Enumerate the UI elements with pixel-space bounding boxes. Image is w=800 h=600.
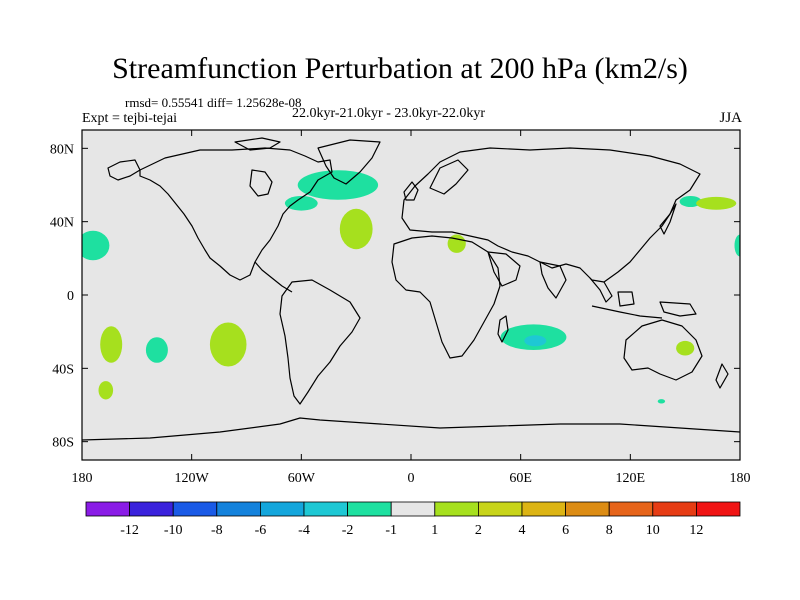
anomaly-region-6 (679, 196, 702, 207)
colorbar-label-3: -6 (255, 523, 267, 538)
x-tick-label-1: 120W (175, 471, 210, 486)
season-label: JJA (719, 110, 742, 126)
anomaly-region-15 (657, 399, 666, 404)
colorbar-label-12: 10 (646, 523, 660, 538)
y-tick-label-1: 40N (50, 216, 74, 231)
coast-southeast-asia (589, 277, 613, 303)
anomaly-region-4 (82, 230, 110, 261)
anomaly-region-1 (284, 196, 318, 211)
colorbar: -12 -10 -8 -6 -4 -2 -1 1 2 4 6 8 10 12 (85, 501, 741, 538)
colorbar-bin-12 (608, 501, 654, 517)
coast-central-america (254, 261, 293, 293)
x-tick-label-4: 60E (509, 471, 532, 486)
colorbar-label-6: -1 (385, 523, 397, 538)
colorbar-label-2: -8 (211, 523, 223, 538)
coast-new-guinea (659, 301, 697, 317)
coast-arabia (487, 251, 521, 287)
anomaly-region-7 (696, 196, 737, 210)
y-tick-label-0: 80N (50, 142, 74, 157)
coast-antarctica (82, 417, 740, 441)
colorbar-bin-9 (477, 501, 523, 517)
chart-title: Streamfunction Perturbation at 200 hPa (… (112, 52, 688, 85)
colorbar-bin-0 (85, 501, 130, 517)
coast-africa (391, 235, 501, 359)
coast-south-america (279, 279, 361, 405)
colorbar-bin-1 (129, 501, 174, 517)
colorbar-bin-7 (390, 501, 436, 517)
colorbar-bin-5 (303, 501, 348, 517)
colorbar-label-8: 2 (475, 523, 482, 538)
coast-eurasia (401, 147, 701, 283)
colorbar-bin-3 (216, 501, 261, 517)
coast-japan (659, 203, 677, 235)
x-axis-ticks: 180 120W 60W 0 60E 120E 180 (72, 130, 751, 486)
colorbar-bin-8 (434, 501, 479, 517)
colorbar-bin-14 (696, 501, 741, 517)
colorbar-label-1: -10 (164, 523, 183, 538)
y-tick-label-4: 80S (52, 436, 74, 451)
anomaly-layer (82, 170, 740, 404)
coastlines (82, 137, 740, 441)
x-tick-label-5: 120E (616, 471, 646, 486)
coast-hudson-bay (249, 169, 273, 197)
colorbar-label-9: 4 (519, 523, 526, 538)
colorbar-label-0: -12 (120, 523, 139, 538)
x-tick-label-3: 0 (408, 471, 415, 486)
colorbar-bin-2 (172, 501, 218, 517)
colorbar-bin-10 (521, 501, 566, 517)
y-tick-label-2: 0 (67, 289, 74, 304)
coast-alaska (107, 159, 141, 181)
coast-borneo (617, 291, 635, 307)
coast-india (539, 261, 567, 299)
colorbar-bin-11 (565, 501, 610, 517)
rmsd-diff-stats: rmsd= 0.55541 diff= 1.25628e-08 (125, 95, 302, 110)
colorbar-label-5: -2 (342, 523, 354, 538)
colorbar-label-10: 6 (562, 523, 569, 538)
anomaly-region-10 (209, 322, 247, 367)
y-axis-ticks: 80N 40N 0 40S 80S (50, 142, 740, 451)
anomaly-region-8 (100, 326, 123, 363)
x-tick-label-0: 180 (72, 471, 93, 486)
coast-greenland (317, 139, 381, 185)
coast-british-isles (403, 181, 419, 201)
coast-north-america (139, 147, 333, 281)
anomaly-region-0 (297, 170, 379, 200)
coast-madagascar (497, 315, 509, 343)
colorbar-bin-4 (259, 501, 305, 517)
period-label: 22.0kyr-21.0kyr - 23.0kyr-22.0kyr (292, 106, 486, 121)
colorbar-label-4: -4 (298, 523, 310, 538)
coast-scandinavia (429, 159, 469, 195)
coast-indonesia (591, 305, 663, 319)
anomaly-region-3 (447, 234, 466, 253)
colorbar-bin-13 (652, 501, 697, 517)
anomaly-region-5 (734, 234, 740, 257)
y-tick-label-3: 40S (52, 362, 74, 377)
colorbar-label-13: 12 (689, 523, 703, 538)
anomaly-region-13 (524, 335, 547, 347)
anomaly-region-11 (98, 381, 114, 400)
anomaly-region-2 (339, 208, 373, 250)
coast-australia (623, 319, 703, 381)
coast-new-zealand (715, 363, 729, 389)
experiment-label: Expt = tejbi-tejai (82, 111, 177, 126)
colorbar-bin-6 (347, 501, 392, 517)
anomaly-region-14 (676, 340, 695, 356)
colorbar-label-7: 1 (431, 523, 438, 538)
x-tick-label-6: 180 (730, 471, 751, 486)
map-fill (82, 130, 740, 460)
map-background (82, 130, 740, 460)
anomaly-region-9 (145, 337, 168, 363)
x-tick-label-2: 60W (288, 471, 316, 486)
coast-arctic-islands (234, 137, 281, 151)
colorbar-label-11: 8 (606, 523, 613, 538)
